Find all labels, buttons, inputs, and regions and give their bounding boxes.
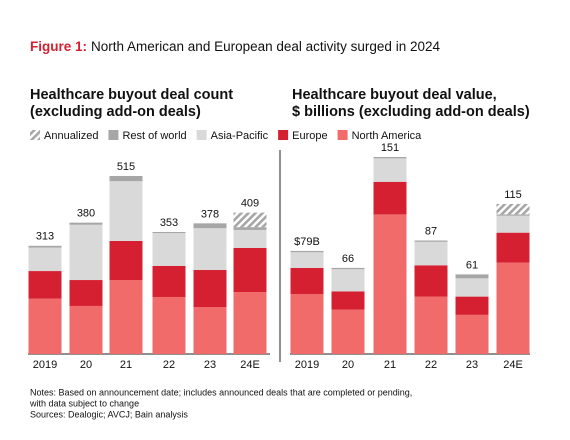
x-tick-label: 2019 bbox=[33, 359, 57, 371]
bar-segment bbox=[331, 269, 365, 292]
bar-segment bbox=[152, 265, 186, 297]
x-tick-label: 23 bbox=[466, 359, 478, 371]
total-label: 61 bbox=[466, 259, 478, 271]
bar-segment bbox=[414, 296, 448, 354]
total-label: 380 bbox=[77, 208, 95, 220]
x-tick-label: 20 bbox=[80, 359, 92, 371]
bar-segment bbox=[331, 309, 365, 354]
bar-segment bbox=[373, 157, 407, 159]
x-tick-label: 2019 bbox=[295, 359, 319, 371]
bar-segment bbox=[414, 240, 448, 242]
bar-segment bbox=[455, 314, 489, 354]
x-tick-label: 24E bbox=[503, 359, 523, 371]
total-label: 409 bbox=[241, 198, 259, 210]
bar-segment bbox=[28, 247, 62, 272]
x-tick-label: 22 bbox=[425, 359, 437, 371]
legend-label: North America bbox=[352, 130, 423, 142]
bar-segment bbox=[233, 247, 267, 293]
x-tick-label: 24E bbox=[240, 359, 260, 371]
x-tick-label: 20 bbox=[342, 359, 354, 371]
bar-segment bbox=[496, 214, 530, 216]
bar-segment bbox=[455, 296, 489, 315]
total-label: 353 bbox=[160, 217, 178, 229]
chart-title: Healthcare buyout deal value, bbox=[292, 87, 497, 103]
x-tick-label: 23 bbox=[204, 359, 216, 371]
bar-segment bbox=[69, 305, 103, 354]
bar-segment bbox=[233, 212, 267, 228]
figure-heading: Figure 1: North American and European dea… bbox=[30, 39, 440, 54]
note: with data subject to change bbox=[29, 398, 139, 408]
bar-segment bbox=[152, 231, 186, 234]
bar-segment bbox=[455, 278, 489, 297]
legend-label: Asia-Pacific bbox=[211, 130, 269, 142]
legend-swatch bbox=[278, 130, 289, 140]
bar-segment bbox=[233, 227, 267, 230]
legend-swatch bbox=[337, 130, 348, 140]
bar-segment bbox=[414, 265, 448, 297]
bar-segment bbox=[152, 296, 186, 354]
total-label: 115 bbox=[504, 189, 522, 201]
legend-label: Annualized bbox=[44, 130, 98, 142]
bar-segment bbox=[109, 280, 143, 354]
legend-swatch bbox=[108, 130, 119, 140]
figure-label: Figure 1: bbox=[30, 39, 87, 54]
bar-segment bbox=[69, 280, 103, 306]
bar-segment bbox=[290, 267, 324, 294]
total-label: $79B bbox=[294, 236, 320, 248]
note: Notes: Based on announcement date; inclu… bbox=[30, 387, 412, 397]
bar-segment bbox=[331, 267, 365, 270]
bar-segment bbox=[373, 181, 407, 215]
chart-title: (excluding add-on deals) bbox=[30, 104, 201, 120]
legend-label: Europe bbox=[292, 130, 327, 142]
total-label: 313 bbox=[36, 231, 54, 243]
bar-segment bbox=[109, 240, 143, 281]
notes: Notes: Based on announcement date; inclu… bbox=[29, 387, 412, 419]
bar-segment bbox=[373, 158, 407, 182]
total-label: 66 bbox=[342, 253, 354, 265]
bar-segment bbox=[233, 229, 267, 248]
bar-segment bbox=[109, 176, 143, 182]
bar-segment bbox=[69, 222, 103, 225]
note: Sources: Dealogic; AVCJ; Bain analysis bbox=[30, 409, 188, 419]
x-tick-label: 22 bbox=[163, 359, 175, 371]
chart-title: Healthcare buyout deal count bbox=[30, 87, 233, 103]
legend-label: Rest of world bbox=[122, 130, 186, 142]
total-label: 515 bbox=[117, 161, 135, 173]
bar-segment bbox=[496, 262, 530, 354]
bar-segment bbox=[28, 271, 62, 299]
total-label: 151 bbox=[381, 142, 399, 154]
bar-segment bbox=[28, 298, 62, 354]
bar-segment bbox=[331, 291, 365, 310]
bar-segment bbox=[109, 181, 143, 241]
bar-segment bbox=[233, 292, 267, 354]
bar-segment bbox=[290, 250, 324, 253]
figure-title: North American and European deal activit… bbox=[91, 39, 440, 54]
bar-segment bbox=[290, 252, 324, 268]
bar-segment bbox=[69, 224, 103, 281]
bar-segment bbox=[152, 233, 186, 266]
legend-swatch bbox=[30, 130, 40, 140]
bar-segment bbox=[496, 215, 530, 233]
bar-segment bbox=[193, 270, 227, 307]
total-label: 378 bbox=[201, 208, 219, 220]
bar-segment bbox=[414, 241, 448, 266]
x-tick-label: 21 bbox=[120, 359, 132, 371]
legend-swatch bbox=[196, 130, 207, 140]
bar-segment bbox=[193, 228, 227, 271]
bar-segment bbox=[373, 214, 407, 354]
total-label: 87 bbox=[425, 225, 437, 237]
bar-segment bbox=[28, 245, 62, 248]
x-tick-label: 21 bbox=[384, 359, 396, 371]
bar-segment bbox=[496, 232, 530, 263]
bar-segment bbox=[193, 223, 227, 229]
bar-segment bbox=[455, 274, 489, 279]
bar-segment bbox=[496, 203, 530, 215]
bar-segment bbox=[193, 306, 227, 354]
chart-title: $ billions (excluding add-on deals) bbox=[292, 104, 530, 120]
bar-segment bbox=[290, 293, 324, 354]
